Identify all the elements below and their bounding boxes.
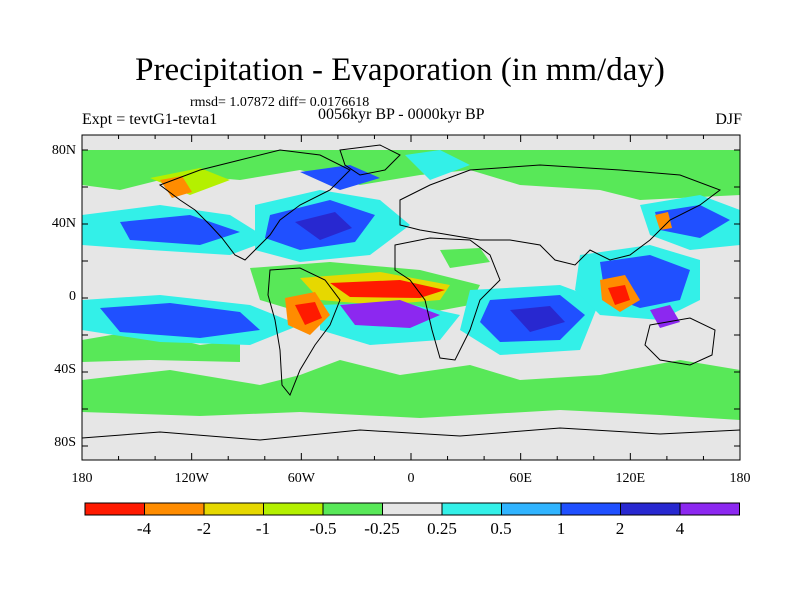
colorbar-swatch [560, 502, 621, 516]
greenland-coast [339, 144, 401, 176]
colorbar-swatch [679, 502, 740, 516]
south-america-coast [267, 267, 341, 396]
africa-coast [394, 237, 501, 361]
lon-tick-label: 60E [509, 471, 532, 486]
sahara-green [440, 248, 490, 268]
north-green-band [82, 150, 740, 200]
arctic-blue [300, 165, 380, 190]
lon-tick-label: 180 [730, 471, 751, 486]
colorbar-swatch [322, 502, 383, 516]
colorbar-swatch [382, 502, 443, 516]
colorbar-swatch [84, 502, 145, 516]
maritime-red [608, 285, 630, 305]
experiment-label: Expt = tevtG1-tevta1 [82, 111, 218, 128]
rmsd-stats: rmsd= 1.07872 diff= 0.0176618 [190, 95, 370, 110]
lon-tick-label: 120W [175, 471, 210, 486]
axis-ticks [81, 135, 741, 460]
south-pacific-blue [100, 303, 260, 338]
longitude-axis: 180 120W 60W 0 60E 120E 180 [72, 471, 751, 486]
lat-tick-label: 0 [69, 289, 76, 304]
colorbar-swatch [441, 502, 502, 516]
north-pacific-blue [120, 215, 240, 245]
north-lightgreen [150, 168, 230, 195]
lon-tick-label: 60W [288, 471, 316, 486]
colorbar-swatch [620, 502, 681, 516]
north-america-coast [158, 149, 351, 261]
maritime-purple [650, 305, 680, 328]
colorbar [84, 502, 740, 516]
lon-tick-label: 0 [408, 471, 415, 486]
colorbar-swatch [203, 502, 264, 516]
season-label: DJF [715, 111, 742, 128]
lat-tick-label: 80N [52, 143, 76, 158]
south-green-band [82, 360, 740, 420]
plot-title: Precipitation - Evaporation (in mm/day) [135, 52, 665, 88]
colorbar-label: -4 [137, 519, 152, 538]
latitude-axis: 80N 40N 0 40S 80S [52, 143, 76, 450]
australia-coast [644, 317, 716, 366]
lon-tick-label: 180 [72, 471, 93, 486]
north-atlantic-darkblue [295, 212, 352, 240]
colorbar-swatch [263, 502, 324, 516]
contour-fields [82, 150, 740, 420]
coastlines [82, 144, 740, 441]
period-label: 0056kyr BP - 0000kyr BP [318, 106, 485, 123]
colorbar-label: -2 [197, 519, 211, 538]
colorbar-label: 4 [676, 519, 685, 538]
south-green-band-2 [82, 330, 240, 362]
colorbar-label: 2 [616, 519, 625, 538]
antarctica-coast [82, 427, 740, 441]
lat-tick-label: 80S [54, 435, 76, 450]
eurasia-coast [399, 164, 722, 266]
colorbar-swatch [501, 502, 562, 516]
colorbar-swatch [144, 502, 205, 516]
colorbar-label: -0.5 [310, 519, 337, 538]
colorbar-labels: -4 -2 -1 -0.5 -0.25 0.25 0.5 1 2 4 [137, 519, 685, 538]
colorbar-label: -0.25 [364, 519, 399, 538]
colorbar-label: 0.5 [490, 519, 511, 538]
lat-tick-label: 40N [52, 216, 76, 231]
amazon-red [295, 302, 322, 325]
colorbar-label: -1 [256, 519, 270, 538]
indian-ocean-darkblue [510, 306, 565, 332]
japan-orange [655, 212, 672, 230]
lon-tick-label: 120E [616, 471, 646, 486]
colorbar-label: 0.25 [427, 519, 457, 538]
atlantic-dry-red [330, 280, 445, 298]
lat-tick-label: 40S [54, 362, 76, 377]
colorbar-label: 1 [557, 519, 566, 538]
arctic-cyan [405, 150, 470, 180]
south-atlantic-purple [340, 300, 440, 328]
west-pacific-blue [655, 205, 730, 238]
